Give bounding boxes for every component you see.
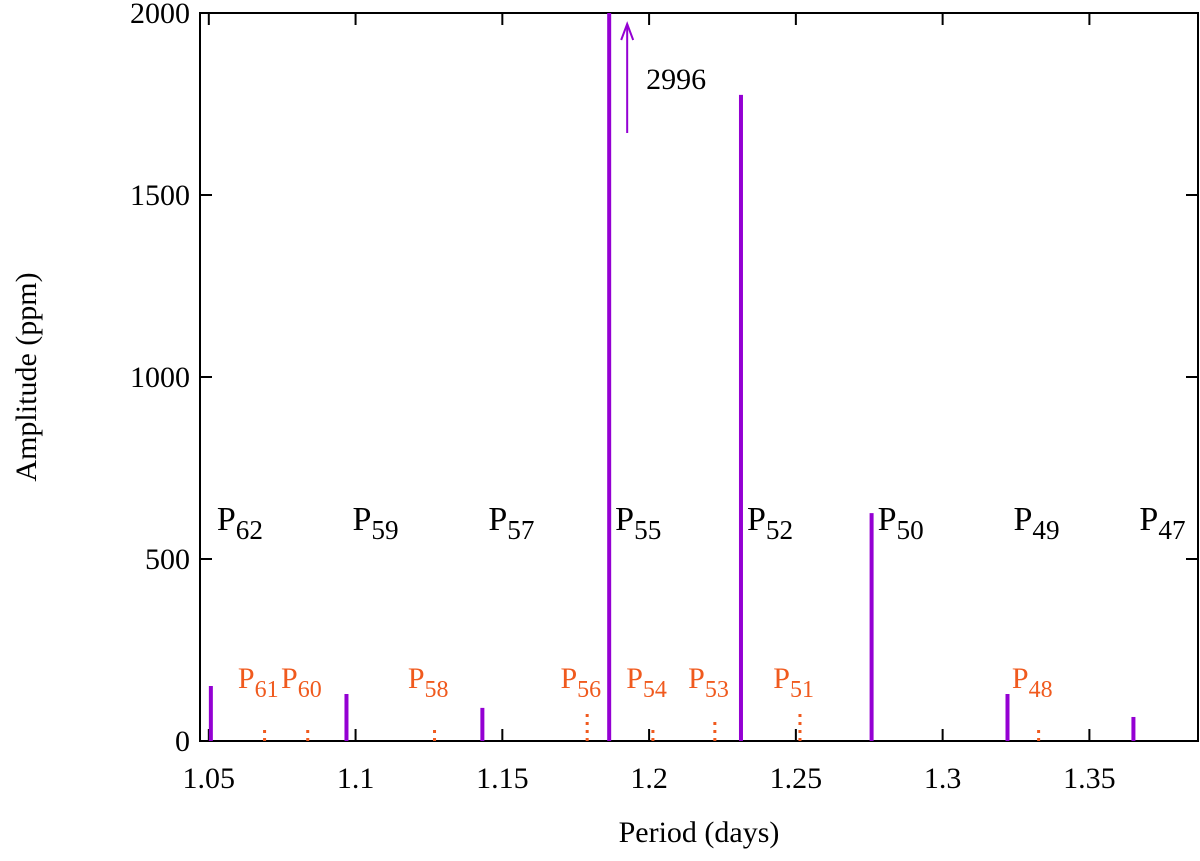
period-label: P48 bbox=[1012, 662, 1053, 703]
period-label: P53 bbox=[688, 662, 729, 703]
plot-frame bbox=[199, 12, 1199, 742]
x-tick-label: 1.3 bbox=[924, 762, 962, 795]
period-label: P51 bbox=[773, 662, 814, 703]
period-label: P56 bbox=[560, 662, 601, 703]
period-label: P55 bbox=[615, 501, 661, 545]
period-label: P60 bbox=[281, 662, 322, 703]
y-tick-label: 0 bbox=[175, 725, 190, 758]
period-label: P47 bbox=[1139, 501, 1185, 545]
x-tick-label: 1.25 bbox=[770, 762, 823, 795]
period-label: P52 bbox=[747, 501, 793, 545]
period-label: P54 bbox=[626, 662, 667, 703]
x-tick-label: 1.15 bbox=[476, 762, 529, 795]
period-label: P59 bbox=[352, 501, 398, 545]
x-tick-label: 1.1 bbox=[337, 762, 375, 795]
period-label: P58 bbox=[408, 662, 449, 703]
overflow-arrow-head bbox=[620, 21, 635, 41]
y-tick-label: 500 bbox=[145, 543, 190, 576]
value-label: 2996 bbox=[646, 63, 706, 96]
y-tick-label: 1000 bbox=[130, 361, 190, 394]
y-tick-label: 1500 bbox=[130, 179, 190, 212]
period-label: P57 bbox=[488, 501, 534, 545]
period-label: P50 bbox=[878, 501, 924, 545]
y-axis-label: Amplitude (ppm) bbox=[10, 272, 43, 481]
x-axis-label: Period (days) bbox=[619, 816, 780, 849]
period-label: P61 bbox=[238, 662, 279, 703]
x-tick-label: 1.05 bbox=[183, 762, 236, 795]
x-tick-label: 1.2 bbox=[630, 762, 668, 795]
x-tick-label: 1.35 bbox=[1063, 762, 1116, 795]
period-label: P49 bbox=[1013, 501, 1059, 545]
y-tick-label: 2000 bbox=[130, 0, 190, 30]
period-label: P62 bbox=[217, 501, 263, 545]
